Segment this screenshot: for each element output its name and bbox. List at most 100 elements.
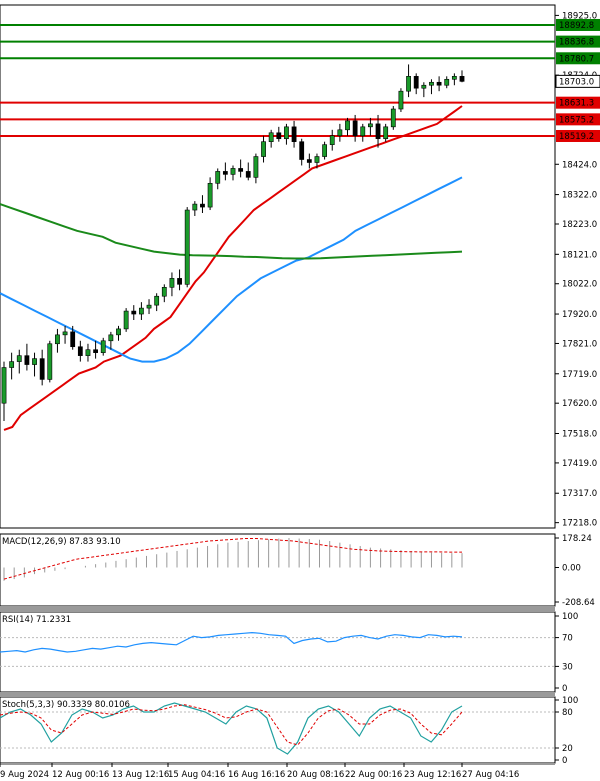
level-tag [556, 52, 600, 65]
candle-body [116, 328, 121, 336]
candle-body [123, 310, 129, 330]
stoch-k-line [0, 702, 463, 755]
time-tick-label: 27 Aug 04:16 [462, 770, 519, 780]
price-tick-label: 17620.0 [562, 399, 597, 409]
candle-body [306, 159, 312, 163]
level-tag [556, 113, 600, 126]
candle-body [100, 340, 106, 353]
candle-body [9, 361, 15, 368]
level-tag [556, 18, 600, 31]
level-tag-label: 18575.2 [559, 115, 594, 125]
price-tick-label: 18223.0 [562, 220, 597, 230]
time-tick-label: 16 Aug 16:16 [228, 770, 285, 780]
candles [1, 64, 465, 422]
level-tag [556, 96, 600, 109]
time-tick-label: 15 Aug 04:16 [168, 770, 225, 780]
price-tick-label: 18424.0 [562, 160, 597, 170]
candle-body [70, 331, 76, 348]
macd-panel-frame [0, 533, 556, 607]
rsi-line [0, 631, 463, 653]
candle-body [222, 171, 228, 175]
candle-body [253, 156, 259, 178]
candle-body [16, 355, 22, 362]
candle-body [429, 81, 434, 86]
candle-body [360, 126, 366, 137]
candle-body [200, 203, 205, 208]
price-tick-label: 17419.0 [562, 459, 597, 469]
time-tick-label: 23 Aug 12:16 [404, 770, 461, 780]
moving-averages [0, 105, 463, 431]
rsi-tick-label: 0 [562, 684, 567, 694]
level-tag-label: 18519.2 [559, 132, 594, 142]
candle-body [230, 168, 236, 175]
macd-tick-label: 178.24 [562, 534, 592, 544]
macd-tick-label: 0.00 [562, 563, 581, 573]
price-panel-frame [0, 4, 556, 529]
candle-body [375, 123, 381, 140]
candle-body [390, 108, 396, 128]
candle-body [32, 358, 37, 365]
price-tick-label: 17317.0 [562, 489, 597, 499]
candle-body [284, 126, 289, 140]
panel-separator [0, 606, 555, 612]
candle-body [268, 132, 274, 142]
level-tag-label: 18892.8 [559, 21, 594, 31]
rsi-tick-label: 30 [562, 662, 573, 672]
macd-panel: MACD(12,26,9) 87.83 93.10 178.24 0.00 -208.… [2, 534, 595, 608]
level-tag [556, 35, 600, 48]
level-tags: 18892.8 18836.8 18780.7 18631.3 18575.2 18519… [555, 18, 600, 142]
candle-body [177, 278, 182, 285]
candle-body [329, 135, 335, 145]
candle-body [444, 78, 450, 86]
candle-body [24, 355, 30, 365]
rsi-tick-label: 100 [562, 612, 578, 622]
price-tick-label: 18322.0 [562, 191, 597, 201]
candle-body [291, 126, 297, 142]
rsi-label: RSI(14) 71.2331 [2, 615, 71, 625]
candle-body [314, 156, 320, 163]
candle-body [345, 120, 350, 131]
candle-body [337, 129, 343, 137]
rsi-tick-label: 70 [562, 634, 573, 644]
panel-separator [0, 763, 555, 765]
stoch-label: Stoch(5,3,3) 90.3339 80.0106 [2, 700, 130, 710]
price-tick-label: 18121.0 [562, 250, 597, 260]
price-tick-label: 17920.0 [562, 310, 597, 320]
macd-label: MACD(12,26,9) 87.83 93.10 [2, 537, 121, 547]
candle-body [451, 76, 457, 80]
candle-body [131, 310, 137, 315]
candle-body [245, 171, 251, 178]
support-resistance-levels [0, 23, 555, 137]
moving-average-line [3, 105, 463, 431]
candle-body [62, 331, 68, 336]
candle-body [352, 120, 358, 137]
panel-frames [0, 4, 556, 765]
rsi-panel: RSI(14) 71.2331 100 70 30 0 [0, 612, 578, 694]
candle-body [215, 171, 221, 184]
candle-body [383, 126, 389, 140]
price-tick-label: 18022.0 [562, 280, 597, 290]
candle-body [299, 141, 305, 160]
candle-body [77, 346, 83, 356]
level-tag-label: 18836.8 [559, 38, 594, 48]
panel-separator [0, 692, 555, 697]
candle-body [238, 168, 244, 172]
price-tick-label: 17821.0 [562, 339, 597, 349]
candle-body [1, 367, 7, 404]
level-tag-label: 18631.3 [559, 99, 594, 109]
moving-average-line [0, 176, 463, 363]
candle-body [93, 349, 98, 353]
candle-body [108, 334, 114, 342]
candle-body [413, 76, 419, 89]
candle-body [146, 304, 152, 309]
price-tick-label: 17719.0 [562, 370, 597, 380]
candle-body [184, 209, 190, 285]
price-tick-label: 17518.0 [562, 430, 597, 440]
macd-tick-label: -208.64 [562, 598, 595, 608]
moving-average-line [0, 203, 463, 260]
candle-body [169, 278, 175, 288]
price-tick-label: 17218.0 [562, 519, 597, 529]
